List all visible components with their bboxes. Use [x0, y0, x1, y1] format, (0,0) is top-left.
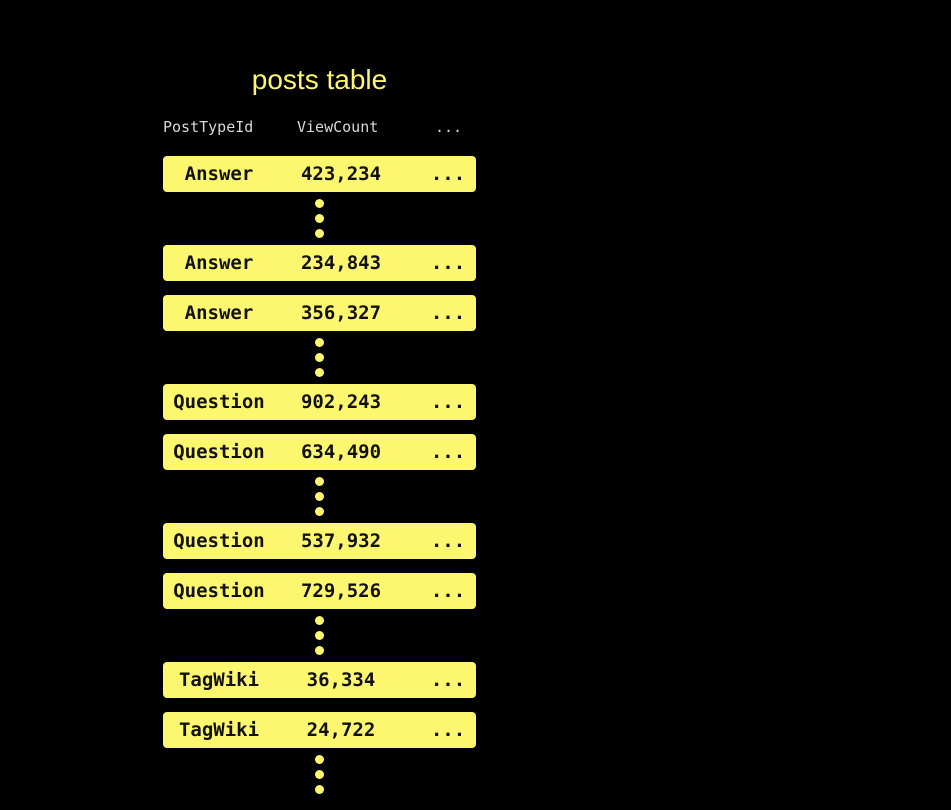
- dot-icon: [315, 785, 324, 794]
- cell-posttypeid: Answer: [184, 302, 254, 324]
- ellipsis-dots: [163, 748, 476, 801]
- cell-more: ...: [430, 530, 466, 552]
- cell-viewcount: 24,722: [306, 719, 376, 741]
- table-row: Answer 234,843...: [163, 245, 476, 281]
- ellipsis-dots: [163, 609, 476, 662]
- ellipsis-dots: [163, 192, 476, 245]
- posts-list: Answer 423,234... Answer 234,843... Answer 35…: [163, 156, 476, 801]
- dot-icon: [315, 755, 324, 764]
- dot-icon: [315, 353, 324, 362]
- cell-more: ...: [430, 391, 466, 413]
- table-row: Question 729,526...: [163, 573, 476, 609]
- cell-posttypeid: TagWiki: [178, 669, 260, 691]
- dot-icon: [315, 492, 324, 501]
- cell-more: ...: [430, 441, 466, 463]
- cell-posttypeid: Answer: [184, 252, 254, 274]
- cell-more: ...: [430, 302, 466, 324]
- dot-icon: [315, 338, 324, 347]
- table-row: TagWiki 24,722...: [163, 712, 476, 748]
- dot-icon: [315, 368, 324, 377]
- cell-viewcount: 356,327: [300, 302, 382, 324]
- cell-viewcount: 36,334: [306, 669, 376, 691]
- ellipsis-dots: [163, 470, 476, 523]
- row-gap: [163, 698, 476, 712]
- cell-posttypeid: Answer: [184, 163, 254, 185]
- cell-more: ...: [430, 252, 466, 274]
- cell-more: ...: [430, 580, 466, 602]
- cell-viewcount: 634,490: [300, 441, 382, 463]
- cell-posttypeid: Question: [173, 530, 265, 552]
- dot-icon: [315, 507, 324, 516]
- cell-viewcount: 423,234: [300, 163, 382, 185]
- table-row: Answer 356,327...: [163, 295, 476, 331]
- header-viewcount: ViewCount: [297, 118, 379, 136]
- row-gap: [163, 559, 476, 573]
- dot-icon: [315, 616, 324, 625]
- column-headers: PostTypeId ViewCount ...: [163, 118, 476, 142]
- dot-icon: [315, 214, 324, 223]
- cell-more: ...: [430, 163, 466, 185]
- dot-icon: [315, 477, 324, 486]
- cell-viewcount: 729,526: [300, 580, 382, 602]
- dot-icon: [315, 770, 324, 779]
- dot-icon: [315, 646, 324, 655]
- row-gap: [163, 281, 476, 295]
- table-row: Question 634,490...: [163, 434, 476, 470]
- dot-icon: [315, 229, 324, 238]
- cell-posttypeid: Question: [173, 580, 265, 602]
- header-more: ...: [435, 118, 463, 136]
- table-row: Question 537,932...: [163, 523, 476, 559]
- row-gap: [163, 420, 476, 434]
- ellipsis-dots: [163, 331, 476, 384]
- dot-icon: [315, 199, 324, 208]
- table-row: TagWiki 36,334...: [163, 662, 476, 698]
- header-posttypeid: PostTypeId: [163, 118, 254, 136]
- table-row: Question 902,243...: [163, 384, 476, 420]
- cell-more: ...: [430, 719, 466, 741]
- cell-viewcount: 537,932: [300, 530, 382, 552]
- diagram-title: posts table: [251, 64, 388, 95]
- cell-viewcount: 902,243: [300, 391, 382, 413]
- table-row: Answer 423,234...: [163, 156, 476, 192]
- cell-viewcount: 234,843: [300, 252, 382, 274]
- cell-posttypeid: Question: [173, 441, 265, 463]
- dot-icon: [315, 631, 324, 640]
- cell-more: ...: [430, 669, 466, 691]
- cell-posttypeid: TagWiki: [178, 719, 260, 741]
- cell-posttypeid: Question: [173, 391, 265, 413]
